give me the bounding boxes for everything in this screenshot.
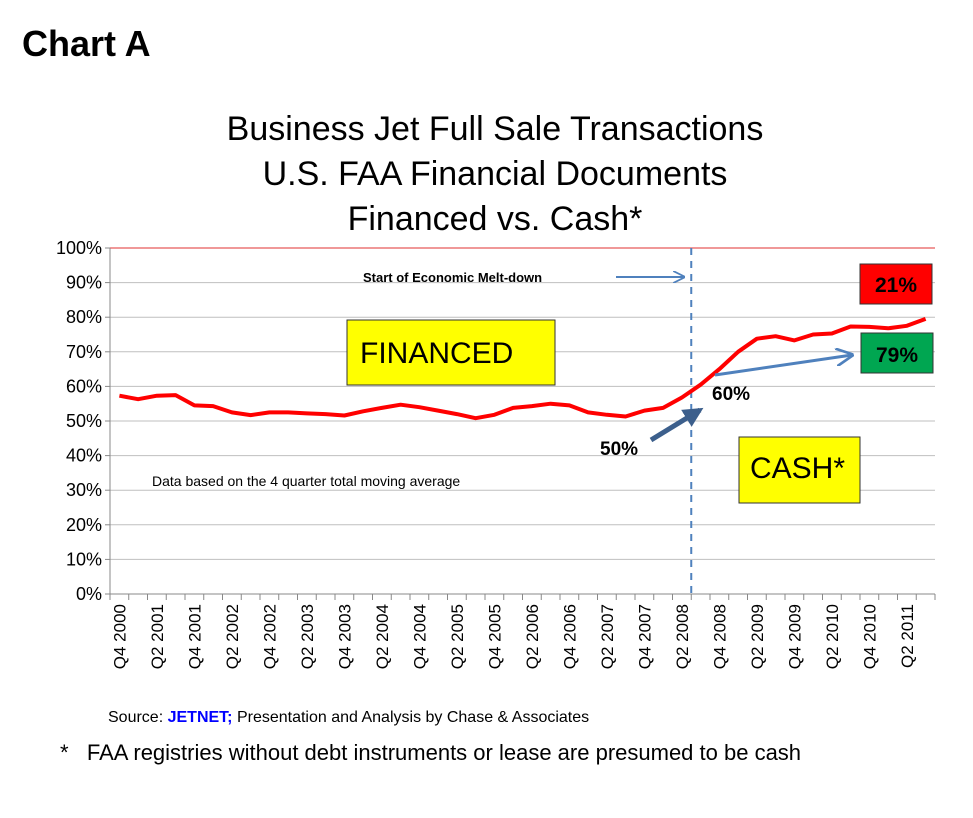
x-tick-label: Q2 2008 <box>673 604 692 669</box>
chart-title-line-2: U.S. FAA Financial Documents <box>263 155 728 193</box>
x-tick-label: Q4 2009 <box>785 604 804 669</box>
x-axis-ticks: Q4 2000 Q2 2001 Q4 2001 Q2 2002 Q4 2002 Q2 20… <box>109 594 936 669</box>
cash-box <box>738 436 861 504</box>
x-tick-label: Q4 2000 <box>110 604 129 669</box>
x-tick-label: Q2 2001 <box>148 604 167 669</box>
y-tick-label: 90% <box>66 273 102 293</box>
x-tick-label: Q4 2005 <box>485 604 504 669</box>
cash-label: CASH* <box>750 452 845 485</box>
x-tick-label: Q4 2002 <box>260 604 279 669</box>
label-50-pct: 50% <box>600 439 638 460</box>
financed-label: FINANCED <box>360 337 513 370</box>
footnote: * FAA registries without debt instrument… <box>60 740 801 765</box>
x-tick-label: Q2 2002 <box>223 604 242 669</box>
x-tick-label: Q2 2003 <box>298 604 317 669</box>
source-rest: Presentation and Analysis by Chase & Ass… <box>233 709 590 726</box>
x-tick-label: Q2 2007 <box>598 604 617 669</box>
y-tick-label: 50% <box>66 411 102 431</box>
cash-share-label: 21% <box>875 274 917 297</box>
x-tick-label: Q4 2007 <box>635 604 654 669</box>
y-tick-label: 10% <box>66 549 102 569</box>
y-tick-label: 30% <box>66 480 102 500</box>
x-tick-label: Q4 2004 <box>410 604 429 669</box>
y-tick-label: 20% <box>66 515 102 535</box>
arrow-79-icon <box>714 355 852 377</box>
x-tick-label: Q4 2010 <box>860 604 879 669</box>
x-tick-label: Q2 2011 <box>898 604 917 668</box>
x-tick-label: Q4 2003 <box>335 604 354 669</box>
y-tick-label: 80% <box>66 307 102 327</box>
x-tick-label: Q4 2006 <box>560 604 579 669</box>
y-tick-label: 40% <box>66 446 102 466</box>
chart-title-line-1: Business Jet Full Sale Transactions <box>227 110 764 148</box>
header: Chart A <box>22 23 151 64</box>
financed-share-box <box>860 332 934 374</box>
source-line: Source: JETNET; Presentation and Analysi… <box>108 709 589 726</box>
y-axis-ticks: 0% 10% 20% 30% 40% 50% 60% 70% 80% 90% 100% <box>56 238 110 604</box>
moving-average-note: Data based on the 4 quarter total moving… <box>152 473 460 489</box>
financed-box <box>346 319 556 386</box>
event-label: Start of Economic Melt-down <box>363 270 542 285</box>
x-tick-label: Q4 2001 <box>185 604 204 669</box>
series-line-financed <box>119 317 927 421</box>
label-60-pct: 60% <box>712 384 750 405</box>
cash-share-box <box>859 263 933 305</box>
financed-share-label: 79% <box>876 344 918 367</box>
chart-title-line-3: Financed vs. Cash* <box>348 200 643 238</box>
y-tick-label: 60% <box>66 376 102 396</box>
y-tick-label: 100% <box>56 238 102 258</box>
gridlines <box>110 247 935 560</box>
x-tick-label: Q2 2009 <box>748 604 767 669</box>
x-tick-label: Q2 2006 <box>523 604 542 669</box>
source-brand: JETNET; <box>168 709 233 726</box>
x-tick-label: Q4 2008 <box>710 604 729 669</box>
x-tick-label: Q2 2010 <box>823 604 842 669</box>
x-tick-label: Q2 2004 <box>373 604 392 669</box>
arrow-50-icon <box>649 407 704 443</box>
y-tick-label: 70% <box>66 342 102 362</box>
y-tick-label: 0% <box>76 584 102 604</box>
x-tick-label: Q2 2005 <box>448 604 467 669</box>
source-prefix: Source: <box>108 709 168 726</box>
